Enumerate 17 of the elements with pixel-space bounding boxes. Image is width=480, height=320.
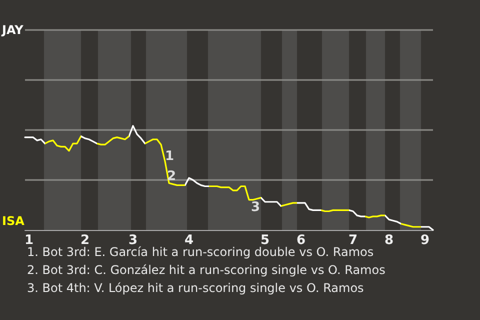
text: 3. Bot 4th: V. López hit a run-scoring single vs O. Ramos	[27, 281, 364, 295]
text: 1. Bot 3rd: E. García hit a run-scoring double vs O. Ramos	[27, 245, 374, 259]
x-tick-label: 7	[348, 233, 358, 248]
x-tick-label: 1	[24, 233, 34, 248]
text: 2. Bot 3rd: C. González hit a run-scoring single vs O. Ramos	[27, 263, 386, 277]
x-tick-label: 3	[128, 233, 138, 248]
x-tick-label: 9	[420, 233, 430, 248]
annotation: 1	[165, 149, 174, 164]
text: ISA	[2, 214, 26, 228]
x-tick-label: 5	[260, 233, 270, 248]
text: JAY	[1, 23, 24, 37]
annotation: 3	[251, 200, 260, 215]
x-tick-label: 8	[384, 233, 394, 248]
x-tick-label: 6	[296, 233, 306, 248]
x-tick-label: 4	[184, 233, 194, 248]
annotation: 2	[167, 169, 176, 184]
x-tick-label: 2	[80, 233, 90, 248]
